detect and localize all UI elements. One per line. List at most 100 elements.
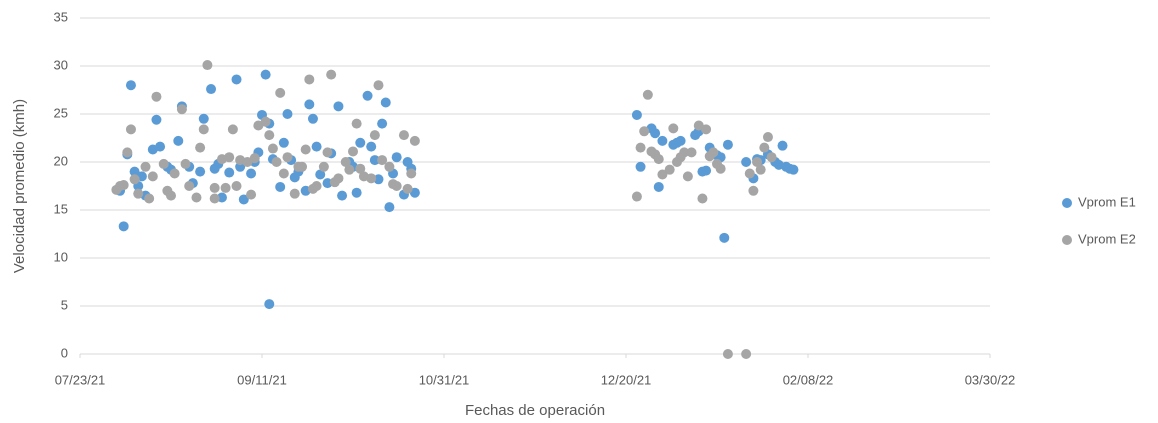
point [708, 147, 719, 158]
point [173, 135, 184, 146]
point [653, 181, 664, 192]
point [264, 130, 275, 141]
point [788, 164, 799, 175]
point [311, 181, 322, 191]
point [307, 113, 318, 124]
legend-marker [1062, 198, 1072, 208]
point [231, 74, 242, 85]
y-axis-title: Velocidad promedio (kmh) [11, 99, 28, 273]
point [246, 168, 257, 179]
point [180, 158, 191, 169]
point [759, 142, 770, 153]
point [133, 188, 144, 199]
point [650, 128, 661, 139]
point [195, 142, 206, 153]
point [140, 161, 151, 172]
point [391, 181, 402, 191]
point [224, 167, 235, 178]
point [147, 171, 158, 182]
point [635, 142, 646, 153]
point [686, 147, 697, 158]
point [224, 152, 235, 163]
point [249, 153, 260, 164]
point [377, 118, 388, 129]
point [715, 163, 726, 174]
point [748, 185, 759, 196]
point [169, 168, 180, 179]
point [318, 161, 329, 172]
point [657, 135, 668, 146]
point [216, 192, 227, 203]
x-tick-label: 03/30/22 [965, 372, 1016, 387]
x-tick-label: 02/08/22 [783, 372, 834, 387]
point [260, 69, 271, 80]
point [125, 80, 136, 91]
point [333, 173, 344, 184]
point [238, 194, 249, 205]
point [184, 181, 195, 191]
point [198, 113, 209, 124]
point [351, 187, 362, 198]
point [377, 155, 388, 166]
point [322, 178, 333, 189]
point [668, 123, 679, 134]
legend-label: Vprom E1 [1078, 194, 1136, 209]
point [304, 99, 315, 110]
point [118, 221, 129, 232]
point [384, 202, 395, 213]
point [322, 147, 333, 158]
point [373, 174, 384, 185]
point [355, 163, 366, 174]
point [402, 183, 413, 194]
point [195, 166, 206, 177]
point [129, 166, 140, 177]
point [701, 124, 712, 135]
point [631, 191, 642, 202]
point [362, 90, 373, 101]
legend-marker [1062, 235, 1072, 245]
point [231, 181, 242, 191]
point [275, 87, 286, 98]
point [122, 147, 133, 158]
point [366, 141, 377, 152]
point [315, 169, 326, 180]
point [701, 165, 712, 176]
point [209, 182, 220, 193]
point [741, 157, 752, 167]
x-axis-title: Fechas de operación [465, 402, 605, 419]
point [118, 180, 129, 191]
point [722, 349, 733, 359]
point [176, 104, 187, 115]
y-tick-label: 20 [54, 153, 68, 168]
point [755, 164, 766, 175]
point [635, 161, 646, 172]
point [151, 114, 162, 125]
point [766, 152, 777, 163]
point [373, 80, 384, 91]
point [777, 140, 788, 151]
point [246, 189, 257, 200]
point [264, 299, 275, 310]
point [682, 171, 693, 182]
point [326, 69, 337, 80]
point [227, 124, 238, 135]
point [125, 124, 136, 135]
point [384, 161, 395, 172]
y-tick-label: 10 [54, 249, 68, 264]
point [209, 193, 220, 204]
point [297, 161, 308, 172]
point [369, 130, 380, 141]
point [380, 97, 391, 108]
point [282, 152, 293, 163]
point [653, 154, 664, 165]
point [304, 74, 315, 85]
y-tick-label: 25 [54, 105, 68, 120]
point [675, 135, 686, 146]
point [333, 101, 344, 112]
point [722, 139, 733, 150]
x-tick-label: 07/23/21 [55, 372, 106, 387]
point [275, 181, 286, 192]
point [166, 190, 176, 201]
point [642, 89, 653, 100]
